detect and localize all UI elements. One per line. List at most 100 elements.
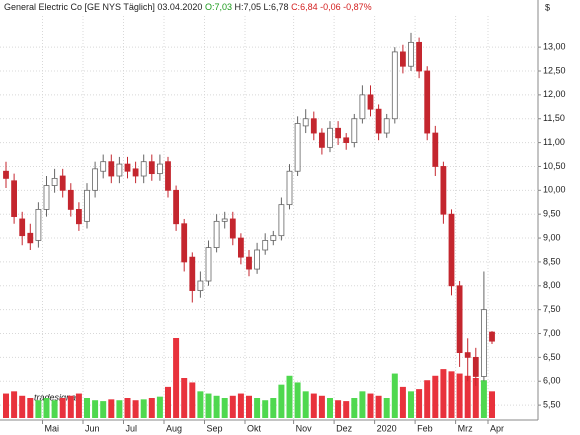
- y-tick-label: 7,00: [543, 328, 561, 338]
- volume-bar: [148, 398, 155, 418]
- volume-bar: [440, 369, 447, 418]
- candle-body: [27, 232, 34, 244]
- candle-body: [448, 213, 455, 287]
- volume-bar: [480, 380, 487, 418]
- candle-body: [124, 163, 131, 172]
- candle-body: [59, 175, 66, 191]
- volume-bar: [318, 395, 325, 418]
- volume-bar: [335, 400, 342, 418]
- candle-body: [221, 218, 228, 222]
- quote-close: C:6,84 -0,06 -0,87%: [291, 2, 372, 12]
- volume-bar: [132, 400, 139, 418]
- volume-bar: [464, 375, 471, 418]
- candle-body: [11, 180, 18, 217]
- candle-body: [140, 161, 147, 177]
- volume-bar: [229, 395, 236, 418]
- quote-high-low: H:7,05 L:6,78: [235, 2, 289, 12]
- candle-body: [270, 235, 277, 241]
- x-tick-label: Feb: [417, 423, 433, 433]
- candle-body: [310, 118, 317, 134]
- candle-body: [51, 177, 58, 186]
- y-tick-label: 11,00: [543, 137, 565, 147]
- candle-body: [254, 249, 261, 270]
- volume-bar: [27, 398, 34, 418]
- candle-body: [92, 168, 98, 191]
- volume-bar: [221, 398, 228, 418]
- volume-bar: [75, 393, 82, 418]
- candle-body: [416, 41, 423, 72]
- candle-body: [262, 240, 269, 251]
- candle-body: [100, 161, 107, 172]
- x-tick-label: Nov: [296, 423, 313, 433]
- candle-body: [327, 127, 333, 148]
- volume-bar: [19, 395, 26, 418]
- y-tick-label: 10,50: [543, 161, 566, 171]
- candle-body: [76, 209, 82, 225]
- volume-bar: [448, 371, 455, 418]
- volume-bar: [116, 400, 123, 418]
- candle-body: [67, 189, 74, 210]
- candle-body: [237, 237, 244, 258]
- volume-bar: [351, 398, 358, 418]
- volume-bar: [424, 380, 431, 418]
- candle-body: [213, 220, 220, 249]
- x-tick-label: Apr: [490, 423, 504, 433]
- y-tick-label: 12,50: [543, 65, 566, 75]
- chart-title: General Electric Co [GE NYS Täglich] 03.…: [4, 2, 202, 12]
- volume-bar: [67, 395, 74, 418]
- candle-body: [375, 108, 382, 134]
- candle-body: [302, 118, 309, 127]
- candle-body: [480, 309, 487, 377]
- candle-body: [489, 331, 495, 342]
- y-tick-label: 12,00: [543, 89, 566, 99]
- volume-bar: [383, 398, 390, 418]
- candle-body: [335, 127, 342, 139]
- candle-body: [424, 70, 431, 134]
- candle-body: [343, 137, 350, 143]
- volume-bar: [11, 391, 18, 418]
- volume-bar: [59, 398, 66, 418]
- quote-open: O:7,03: [205, 2, 232, 12]
- y-tick-label: 7,50: [543, 304, 561, 314]
- y-tick-label: 9,50: [543, 209, 561, 219]
- volume-bar: [391, 373, 398, 418]
- candle-body: [173, 189, 180, 225]
- volume-bar: [432, 375, 439, 418]
- x-tick-label: Mai: [45, 423, 60, 433]
- volume-bar: [294, 382, 301, 418]
- y-tick-label: 10,00: [543, 185, 566, 195]
- volume-bar: [100, 401, 107, 418]
- candle-body: [408, 41, 414, 67]
- candle-body: [383, 118, 390, 134]
- volume-bar: [197, 391, 204, 418]
- x-tick-label: Okt: [247, 423, 262, 433]
- x-tick-label: Jun: [85, 423, 100, 433]
- candle-body: [399, 51, 406, 67]
- candle-body: [19, 218, 26, 237]
- volume-bar: [456, 373, 463, 418]
- volume-bar: [416, 389, 423, 418]
- volume-bar: [205, 393, 212, 418]
- volume-bar: [254, 398, 261, 418]
- volume-bar: [278, 384, 285, 418]
- candle-body: [148, 161, 155, 175]
- volume-bar: [399, 386, 406, 418]
- volume-bar: [181, 378, 188, 418]
- x-tick-label: 2020: [377, 423, 397, 433]
- candle-body: [351, 118, 358, 143]
- volume-bar: [343, 401, 350, 418]
- candle-body: [205, 247, 212, 282]
- header: General Electric Co [GE NYS Täglich] 03.…: [4, 2, 372, 12]
- candle-body: [286, 170, 293, 206]
- candle-body: [35, 209, 42, 241]
- candle-body: [359, 94, 366, 120]
- volume-bar: [84, 398, 90, 418]
- volume-bar: [237, 393, 244, 418]
- candle-body: [367, 94, 374, 110]
- volume-bar: [408, 391, 414, 418]
- volume-bar: [3, 393, 9, 418]
- y-tick-label: 8,50: [543, 256, 561, 266]
- candle-body: [440, 166, 447, 215]
- candle-body: [472, 356, 479, 377]
- candle-body: [278, 204, 285, 237]
